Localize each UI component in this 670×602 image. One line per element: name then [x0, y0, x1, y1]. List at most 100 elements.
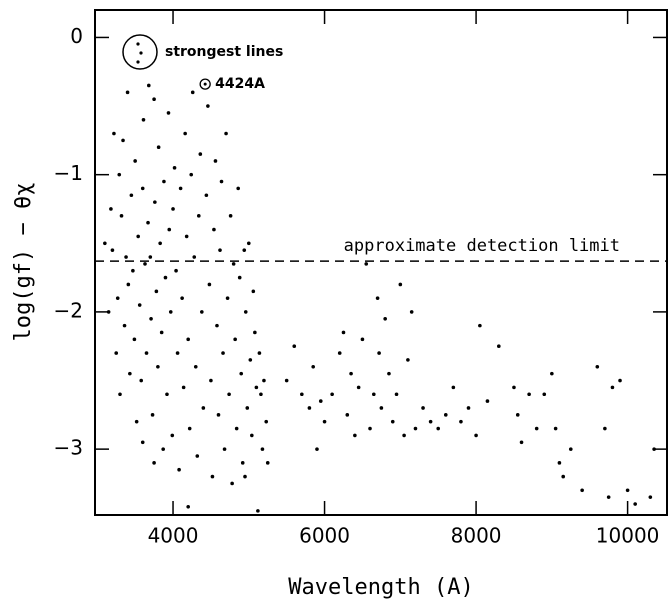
legend-dot [139, 51, 143, 55]
point [474, 433, 478, 438]
point [421, 406, 425, 410]
point [259, 392, 263, 397]
point [183, 131, 187, 136]
point [542, 392, 547, 397]
y-tick-label: −3 [54, 436, 83, 460]
point [307, 406, 312, 410]
point [353, 433, 357, 438]
point [210, 474, 215, 479]
point [256, 509, 260, 513]
point [126, 282, 131, 287]
point [377, 351, 381, 355]
point [648, 495, 653, 499]
point [225, 296, 230, 300]
point [161, 447, 165, 451]
plot-frame [94, 9, 668, 516]
point [222, 447, 227, 451]
point [248, 358, 253, 362]
point [398, 282, 403, 287]
point [512, 385, 516, 390]
point [300, 392, 304, 397]
point [166, 111, 171, 115]
point [216, 413, 221, 417]
point [387, 371, 391, 376]
point [360, 337, 365, 342]
point [131, 268, 135, 273]
point [190, 90, 195, 95]
point [162, 179, 166, 184]
point [580, 488, 584, 493]
point [254, 385, 259, 390]
point [163, 275, 168, 280]
point [125, 90, 130, 95]
point [149, 316, 153, 321]
point [213, 159, 218, 163]
point [119, 214, 124, 218]
legend-circle [122, 34, 158, 70]
highlight-ring [199, 78, 211, 90]
point [236, 186, 240, 191]
point [140, 186, 145, 191]
point [228, 214, 233, 218]
x-axis-label: Wavelength (A) [288, 575, 473, 600]
point [204, 193, 209, 198]
x-tick-label: 6000 [299, 524, 350, 548]
point [390, 419, 395, 424]
point [409, 310, 414, 314]
point [264, 419, 269, 424]
point [243, 474, 247, 479]
point [200, 310, 204, 314]
point [345, 413, 350, 417]
point [251, 289, 256, 294]
point [139, 378, 144, 383]
point [192, 255, 197, 259]
point [364, 262, 369, 266]
point [140, 440, 145, 445]
y-tick-label: −1 [54, 161, 83, 185]
point [262, 378, 266, 383]
point [557, 461, 562, 465]
point [175, 351, 180, 355]
point [115, 296, 120, 300]
point [122, 323, 127, 328]
point [180, 296, 184, 300]
point [137, 303, 142, 307]
point [158, 241, 162, 246]
point [186, 337, 190, 342]
point [159, 330, 164, 335]
point [485, 399, 490, 403]
point [233, 337, 237, 342]
point [253, 330, 257, 335]
point [413, 426, 418, 431]
point [148, 255, 153, 259]
y-tick-label: 0 [70, 24, 83, 48]
point [372, 392, 376, 397]
point [553, 426, 558, 431]
point [134, 419, 139, 424]
point [109, 207, 113, 211]
point [356, 385, 361, 390]
point [154, 289, 159, 294]
point [436, 426, 441, 431]
point [201, 406, 206, 410]
point [406, 358, 410, 362]
point [595, 364, 600, 369]
point [242, 248, 247, 252]
point [322, 419, 327, 424]
point [168, 310, 173, 314]
point [383, 316, 387, 321]
point [260, 447, 265, 451]
point [230, 481, 234, 486]
point [218, 248, 222, 252]
point [633, 502, 637, 506]
point [221, 351, 225, 355]
point [527, 392, 531, 397]
point [152, 461, 156, 465]
point [106, 310, 111, 314]
point [478, 323, 482, 328]
point [284, 378, 289, 383]
point [171, 207, 175, 211]
point [550, 371, 554, 376]
point [519, 440, 524, 445]
point [177, 467, 181, 472]
